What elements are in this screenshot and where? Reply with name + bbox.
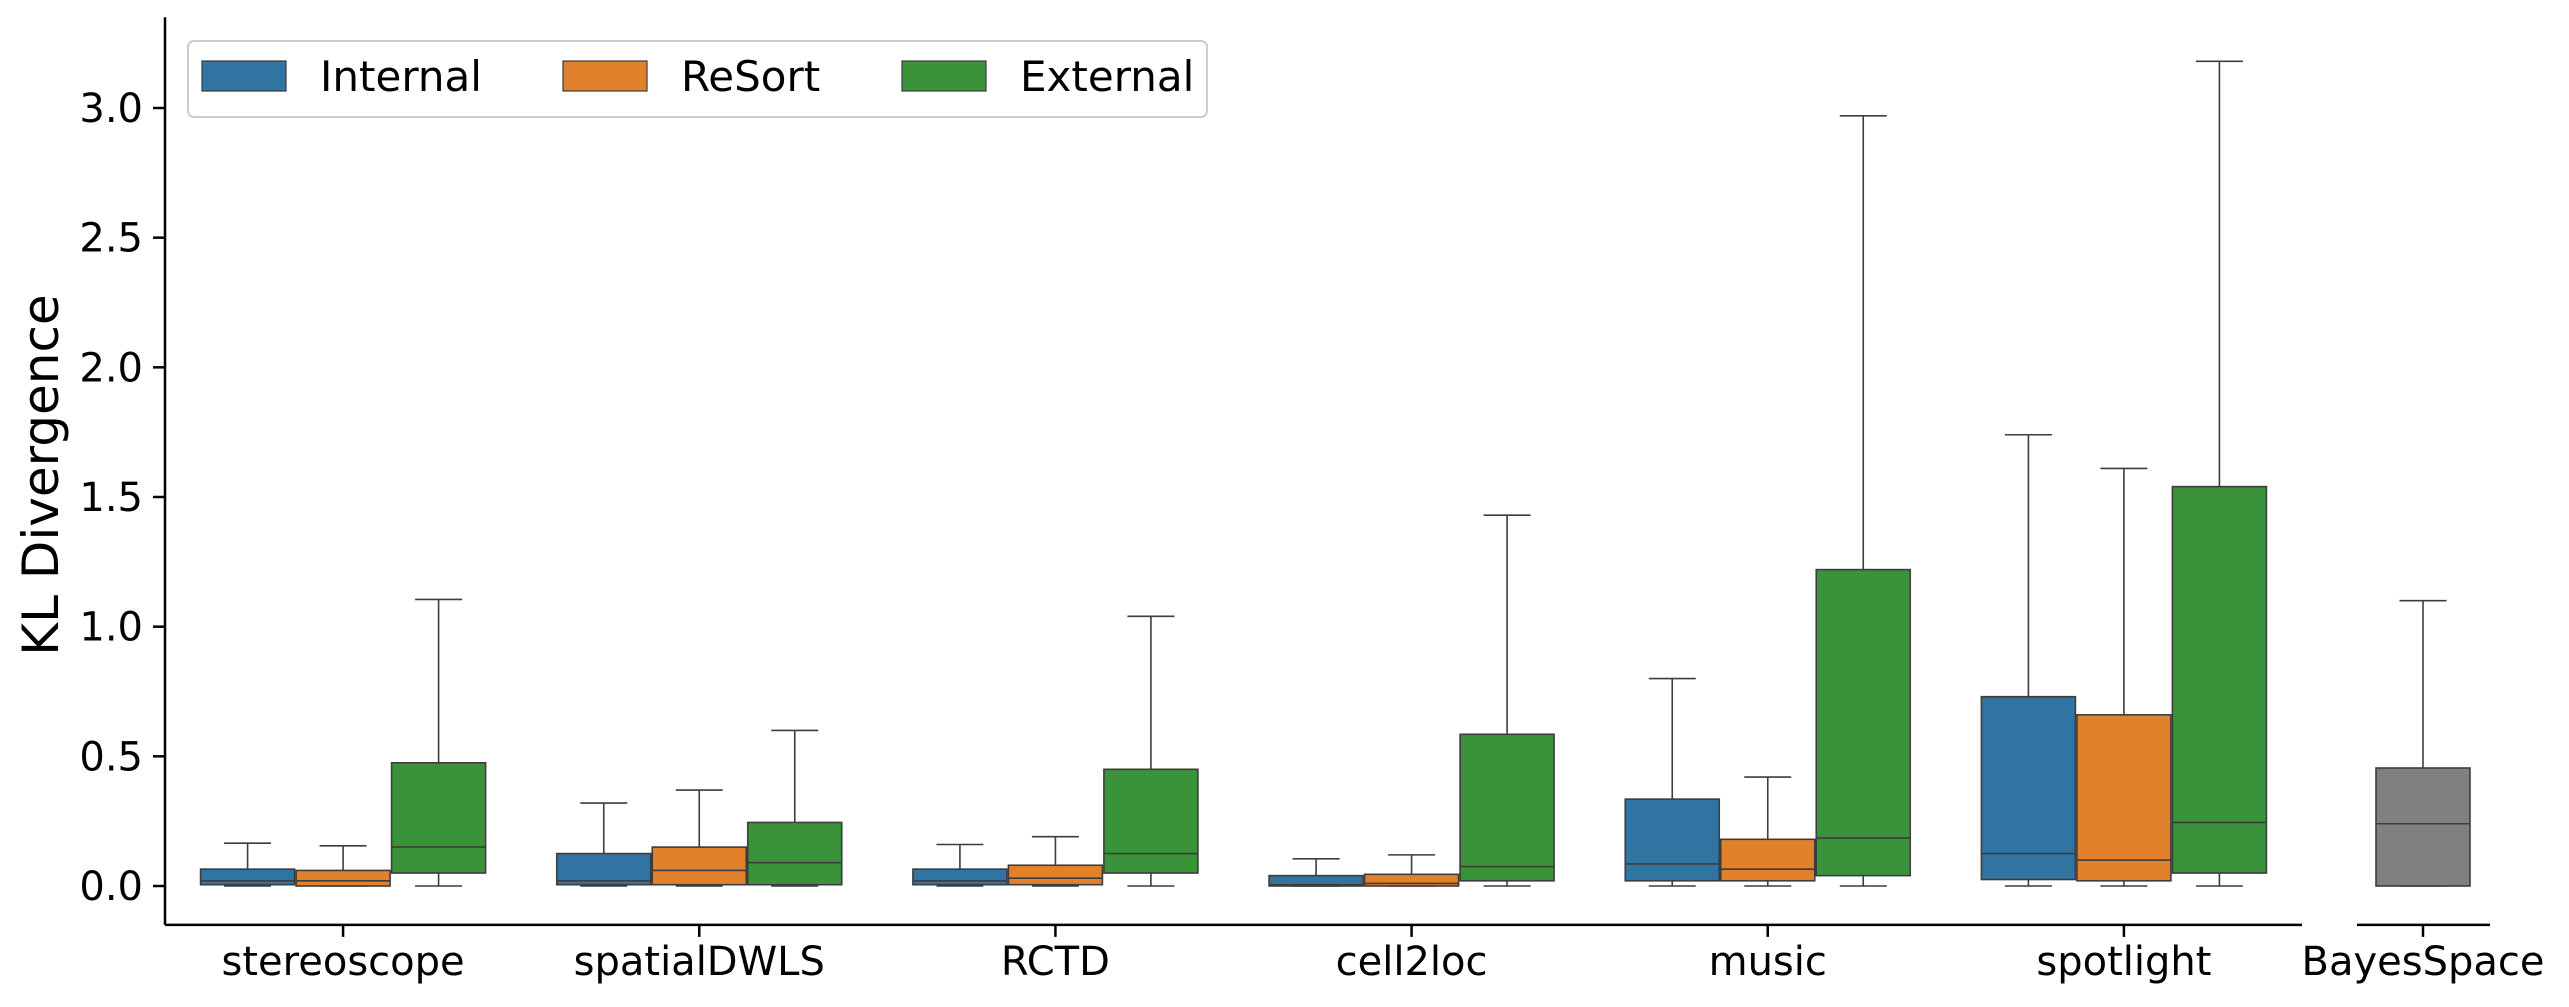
box-bayesspace — [2375, 599, 2471, 887]
box-body — [295, 869, 391, 887]
box-body — [912, 868, 1008, 886]
box-internal-spotlight — [1980, 433, 2077, 887]
x-tick-label: BayesSpace — [2302, 939, 2545, 985]
x-tick-label: stereoscope — [222, 939, 465, 985]
legend-label-internal: Internal — [320, 52, 482, 101]
y-tick-label: 0.0 — [79, 864, 143, 910]
legend-label-external: External — [1020, 52, 1194, 101]
box-external-spotlight — [2171, 60, 2268, 887]
box-body — [1815, 568, 1912, 877]
box-internal-stereoscope — [199, 842, 296, 887]
y-tick-label: 1.0 — [79, 605, 143, 651]
box-body — [555, 852, 652, 886]
box-body — [1268, 874, 1364, 887]
x-tick-label: spotlight — [2036, 939, 2211, 985]
box-body — [1103, 768, 1199, 874]
legend-swatch-external — [901, 60, 987, 92]
box-internal-rctd — [912, 843, 1008, 887]
box-body — [1007, 864, 1104, 886]
y-tick-label: 3.0 — [79, 86, 143, 132]
box-resort-spotlight — [2076, 467, 2172, 887]
boxes-layer — [199, 60, 2268, 887]
box-internal-cell2loc — [1268, 857, 1364, 887]
box-resort-spatialdwls — [651, 789, 748, 887]
box-external-spatialdwls — [746, 729, 843, 887]
box-body — [390, 762, 487, 874]
box-resort-cell2loc — [1363, 854, 1460, 887]
box-body — [1624, 798, 1721, 882]
box-resort-stereoscope — [295, 845, 391, 887]
box-internal-music — [1624, 677, 1721, 887]
box-external-stereoscope — [390, 598, 487, 887]
box-body — [746, 821, 843, 886]
y-axis-title: KL Divergence — [12, 294, 70, 655]
box-resort-music — [1719, 776, 1816, 887]
box-body — [1363, 873, 1460, 887]
box-external-rctd — [1103, 615, 1199, 887]
legend: Internal ReSort External — [187, 40, 1208, 118]
box-body — [1719, 838, 1816, 882]
legend-frame — [187, 40, 1208, 118]
y-tick-label: 2.5 — [79, 216, 143, 262]
bayesspace-panel: BayesSpace — [2302, 599, 2545, 985]
box-resort-rctd — [1007, 835, 1104, 887]
legend-swatch-resort — [562, 60, 648, 92]
x-tick-label: RCTD — [1001, 939, 1110, 985]
box-body — [2171, 485, 2268, 874]
y-tick-label: 2.0 — [79, 345, 143, 391]
box-body — [1980, 695, 2077, 881]
x-tick-label: spatialDWLS — [574, 939, 825, 985]
box-body — [199, 868, 296, 886]
box-external-music — [1815, 114, 1912, 887]
box-body — [1459, 733, 1555, 882]
box-external-cell2loc — [1459, 514, 1555, 887]
box-body — [2076, 714, 2172, 882]
y-tick-label: 1.5 — [79, 475, 143, 521]
legend-swatch-internal — [201, 60, 287, 92]
box-internal-spatialdwls — [555, 802, 652, 887]
main-axes: 0.0 0.5 1.0 1.5 2.0 2.5 3.0 stereoscope spatialD… — [79, 17, 2302, 985]
x-tick-label: cell2loc — [1336, 939, 1488, 985]
x-tick-label: music — [1709, 939, 1827, 985]
legend-label-resort: ReSort — [681, 52, 820, 101]
y-tick-label: 0.5 — [79, 734, 143, 780]
box-body — [651, 846, 748, 886]
box-body — [2375, 767, 2471, 887]
